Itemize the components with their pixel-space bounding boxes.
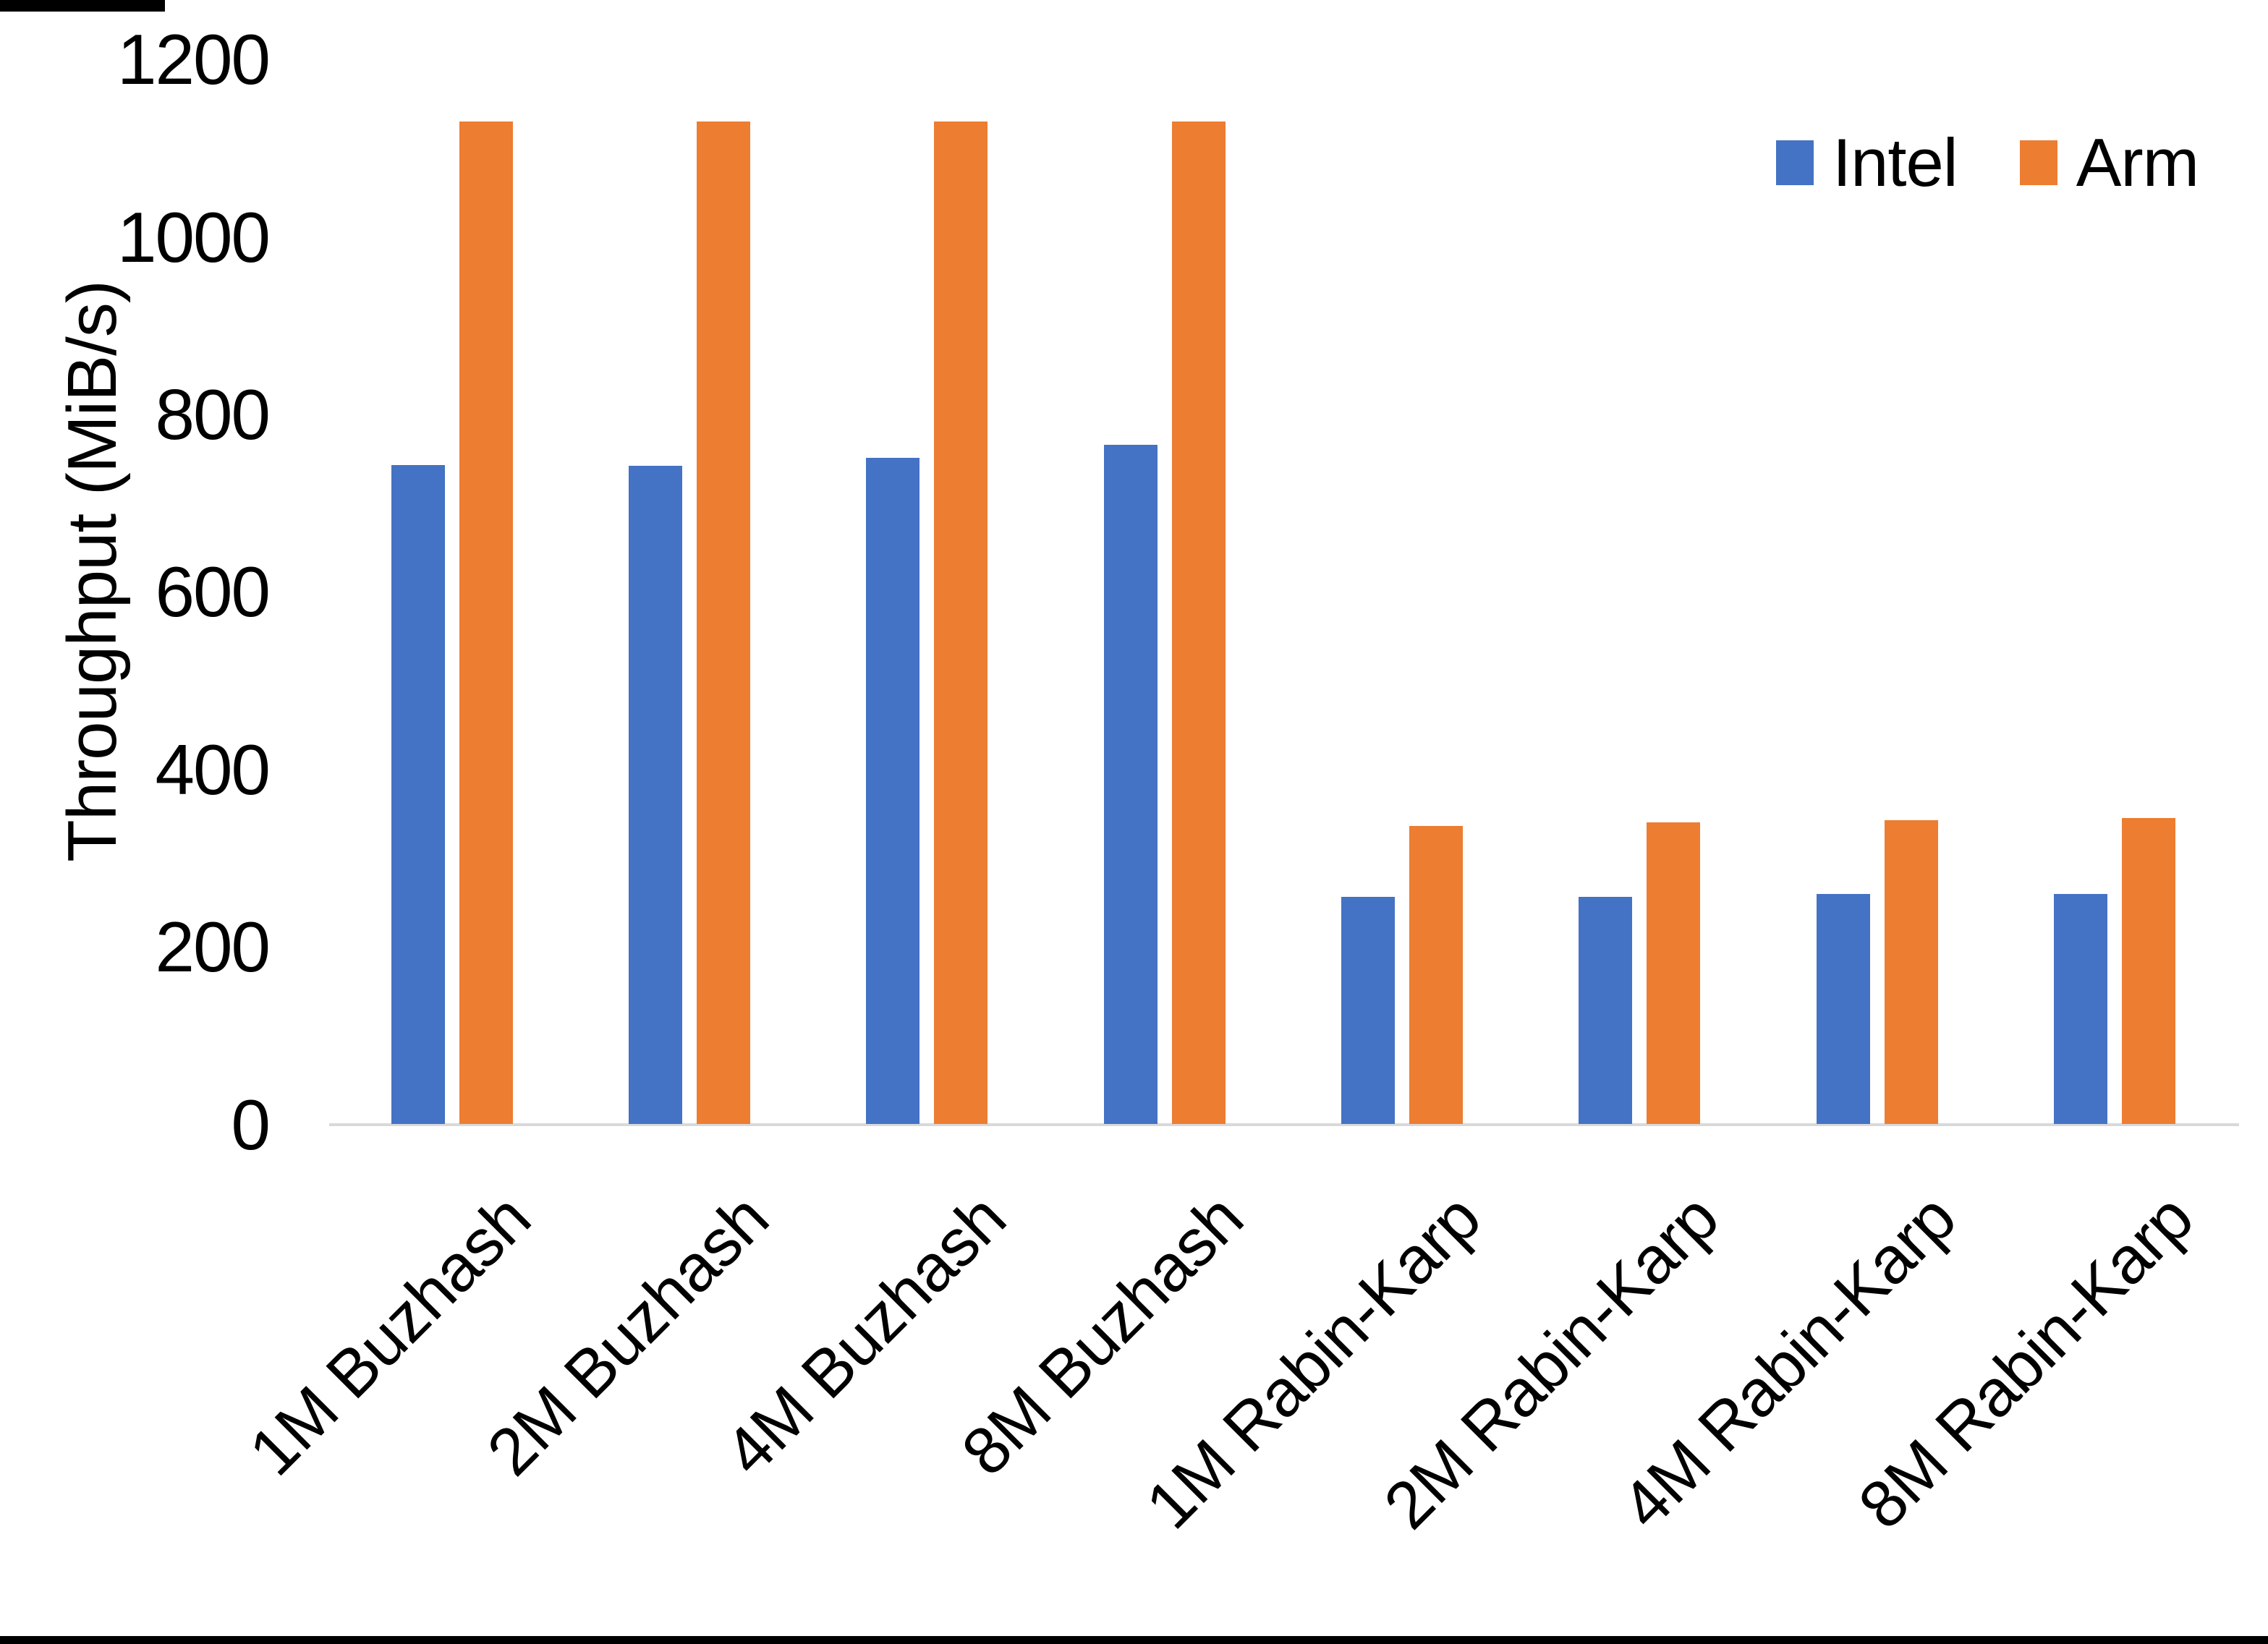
bottom-border: [0, 1636, 2268, 1644]
top-left-border-fragment: [0, 0, 165, 12]
y-tick-label-400: 400: [155, 729, 271, 809]
bar-intel-4m-rabin-karp: [1816, 893, 1870, 1125]
y-tick-label-1000: 1000: [116, 197, 271, 277]
legend: Intel Arm: [1776, 129, 2242, 197]
x-axis-line: [329, 1123, 2239, 1126]
bar-arm-8m-buzhash: [1171, 122, 1226, 1125]
y-tick-label-200: 200: [155, 907, 271, 987]
y-tick-label-800: 800: [155, 375, 271, 455]
bar-intel-2m-rabin-karp: [1579, 897, 1633, 1125]
bar-intel-8m-rabin-karp: [2054, 893, 2108, 1125]
bar-intel-8m-buzhash: [1103, 444, 1158, 1125]
bar-arm-1m-buzhash: [459, 122, 513, 1125]
bar-arm-8m-rabin-karp: [2122, 818, 2176, 1125]
y-tick-label-600: 600: [155, 552, 271, 632]
bar-arm-2m-buzhash: [697, 122, 751, 1125]
legend-swatch-intel: [1776, 140, 1814, 185]
legend-label-arm: Arm: [2076, 124, 2199, 200]
bar-arm-2m-rabin-karp: [1647, 822, 1701, 1125]
bar-intel-1m-rabin-karp: [1341, 897, 1396, 1125]
bar-intel-2m-buzhash: [629, 466, 683, 1125]
bar-arm-1m-rabin-karp: [1409, 826, 1464, 1125]
bar-intel-4m-buzhash: [866, 458, 920, 1125]
y-tick-label-1200: 1200: [116, 20, 271, 100]
legend-label-intel: Intel: [1832, 124, 1958, 200]
y-tick-label-0: 0: [231, 1084, 271, 1164]
bar-intel-1m-buzhash: [391, 464, 445, 1125]
bar-arm-4m-rabin-karp: [1884, 819, 1938, 1125]
bar-arm-4m-buzhash: [934, 122, 988, 1125]
legend-swatch-arm: [2019, 140, 2057, 185]
